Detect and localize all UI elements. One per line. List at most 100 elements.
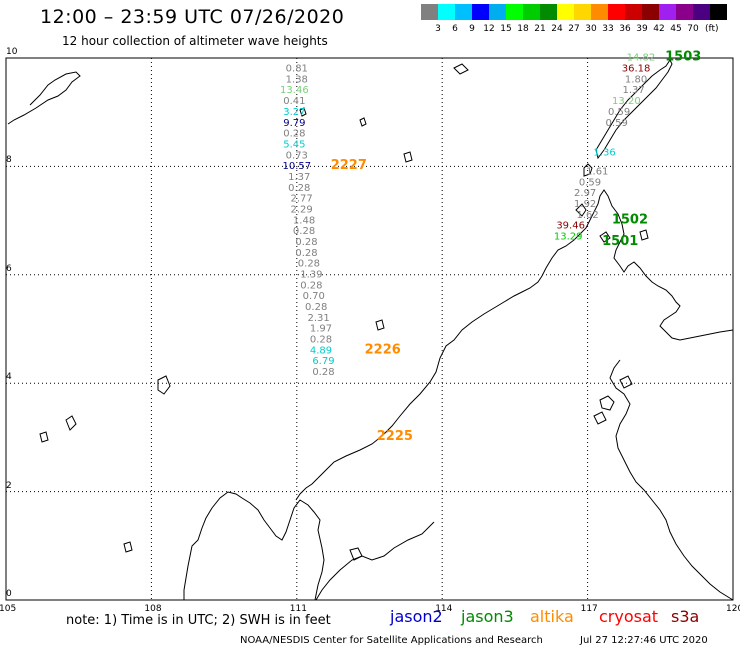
pass-label-2225: 2225 bbox=[377, 429, 413, 444]
wave-height-value: 1.38 bbox=[286, 74, 308, 85]
wave-height-value: 2.77 bbox=[291, 194, 313, 205]
tick-lon-117: 117 bbox=[580, 604, 598, 614]
satellite-altika: altika bbox=[530, 607, 574, 626]
wave-height-value: 1.48 bbox=[293, 215, 315, 226]
legend-label: 12 bbox=[483, 24, 495, 34]
tick-lat-4: 4 bbox=[6, 372, 12, 383]
satellite-pass-labels: 1503 2227 1502 1501 2226 2225 bbox=[331, 50, 702, 444]
legend-swatch bbox=[523, 4, 540, 20]
legend-label: 39 bbox=[636, 24, 648, 34]
wave-height-value: 2.31 bbox=[307, 313, 329, 324]
wave-observations: 0.811.3813.460.413.279.790.285.450.7310.… bbox=[280, 53, 655, 378]
legend-swatch bbox=[625, 4, 642, 20]
legend-swatch bbox=[557, 4, 574, 20]
wave-height-value: 13.20 bbox=[612, 96, 641, 107]
wave-height-value: 0.81 bbox=[286, 64, 308, 75]
pass-label-1501: 1501 bbox=[602, 234, 638, 249]
wave-height-value: 0.59 bbox=[606, 118, 628, 129]
footer-note: note: 1) Time is in UTC; 2) SWH is in fe… bbox=[66, 613, 331, 628]
legend-label: 33 bbox=[602, 24, 614, 34]
legend-swatch bbox=[421, 4, 438, 20]
legend-swatch bbox=[489, 4, 506, 20]
legend-swatch bbox=[540, 4, 557, 20]
map-frame bbox=[5, 57, 734, 601]
legend-swatch bbox=[642, 4, 659, 20]
legend-label: 9 bbox=[469, 24, 475, 34]
wave-height-value: 36.18 bbox=[622, 64, 651, 75]
wave-height-value: 0.28 bbox=[310, 335, 332, 346]
pass-label-1503: 1503 bbox=[665, 50, 701, 65]
satellite-s3a: s3a bbox=[671, 607, 700, 626]
wave-height-value: 0.73 bbox=[286, 150, 308, 161]
wave-height-value: 1.97 bbox=[310, 324, 332, 335]
wave-height-value: 13.46 bbox=[280, 85, 309, 96]
wave-height-value: 0.41 bbox=[283, 96, 305, 107]
tick-lon-111: 111 bbox=[289, 604, 307, 614]
tick-lat-10: 10 bbox=[6, 47, 18, 57]
pass-label-1502: 1502 bbox=[612, 212, 648, 227]
legend-swatch bbox=[574, 4, 591, 20]
wave-height-value: 3.27 bbox=[283, 107, 305, 118]
wave-height-value: 13.29 bbox=[554, 232, 583, 243]
credit-line: NOAA/NESDIS Center for Satellite Applica… bbox=[240, 635, 543, 646]
wave-height-value: 0.28 bbox=[312, 367, 334, 378]
tick-lon-120: 120 bbox=[726, 604, 740, 614]
wave-height-value: 14.82 bbox=[627, 53, 656, 64]
tick-lat-6: 6 bbox=[6, 263, 12, 274]
wave-height-value: 2.29 bbox=[291, 204, 313, 215]
tick-lon-114: 114 bbox=[435, 604, 453, 614]
wave-height-value: 1.80 bbox=[625, 74, 647, 85]
wave-height-value: 0.28 bbox=[295, 237, 317, 248]
timestamp: Jul 27 12:27:46 UTC 2020 bbox=[580, 635, 708, 646]
satellite-jason3: jason3 bbox=[461, 607, 514, 626]
satellite-jason2: jason2 bbox=[390, 607, 443, 626]
wave-height-value: 4.89 bbox=[310, 345, 332, 356]
wave-height-value: 1.36 bbox=[593, 148, 615, 159]
wave-height-value: 1.92 bbox=[574, 199, 596, 210]
legend-swatch bbox=[438, 4, 455, 20]
legend-swatch bbox=[676, 4, 693, 20]
legend-label: 21 bbox=[534, 24, 546, 34]
pass-label-2226: 2226 bbox=[365, 342, 401, 357]
tick-lat-8: 8 bbox=[6, 155, 12, 166]
legend-unit: (ft) bbox=[705, 24, 719, 34]
legend-swatch bbox=[472, 4, 489, 20]
legend-swatch bbox=[659, 4, 676, 20]
wave-height-value: 1.39 bbox=[300, 270, 322, 281]
wave-height-value: 5.45 bbox=[283, 139, 305, 150]
wave-height-value: 10.57 bbox=[282, 161, 311, 172]
legend-swatch bbox=[710, 4, 727, 20]
wave-height-value: 0.28 bbox=[305, 302, 327, 313]
tick-lon-108: 108 bbox=[144, 604, 162, 614]
legend-label: 30 bbox=[585, 24, 597, 34]
wave-height-value: 0.28 bbox=[283, 129, 305, 140]
satellite-cryosat: cryosat bbox=[599, 607, 659, 626]
wave-height-value: 0.28 bbox=[298, 259, 320, 270]
legend-label: 15 bbox=[500, 24, 512, 34]
wave-height-value: 0.70 bbox=[303, 291, 325, 302]
coastline bbox=[7, 59, 734, 601]
legend-label: 42 bbox=[653, 24, 665, 34]
wave-height-value: 0.59 bbox=[608, 107, 630, 118]
legend-swatch bbox=[591, 4, 608, 20]
legend-swatch bbox=[693, 4, 710, 20]
wave-height-value: 0.28 bbox=[295, 248, 317, 259]
legend-label: 36 bbox=[619, 24, 631, 34]
legend-swatch bbox=[455, 4, 472, 20]
legend-swatch bbox=[608, 4, 625, 20]
wave-height-value: 1.37 bbox=[623, 85, 645, 96]
wave-height-value: 1.37 bbox=[288, 172, 310, 183]
pass-label-2227: 2227 bbox=[331, 158, 367, 173]
wave-height-value: 9.79 bbox=[283, 118, 305, 129]
wave-height-value: 1.62 bbox=[576, 210, 598, 221]
tick-lon-105: 105 bbox=[0, 604, 17, 614]
page-subtitle: 12 hour collection of altimeter wave hei… bbox=[62, 34, 328, 48]
legend-label: 3 bbox=[435, 24, 441, 34]
wave-height-value: 0.28 bbox=[293, 226, 315, 237]
wave-height-value: 0.28 bbox=[300, 280, 322, 291]
legend-swatch bbox=[506, 4, 523, 20]
legend-label: 27 bbox=[568, 24, 580, 34]
legend-label: 70 bbox=[687, 24, 699, 34]
tick-lat-2: 2 bbox=[6, 480, 12, 491]
